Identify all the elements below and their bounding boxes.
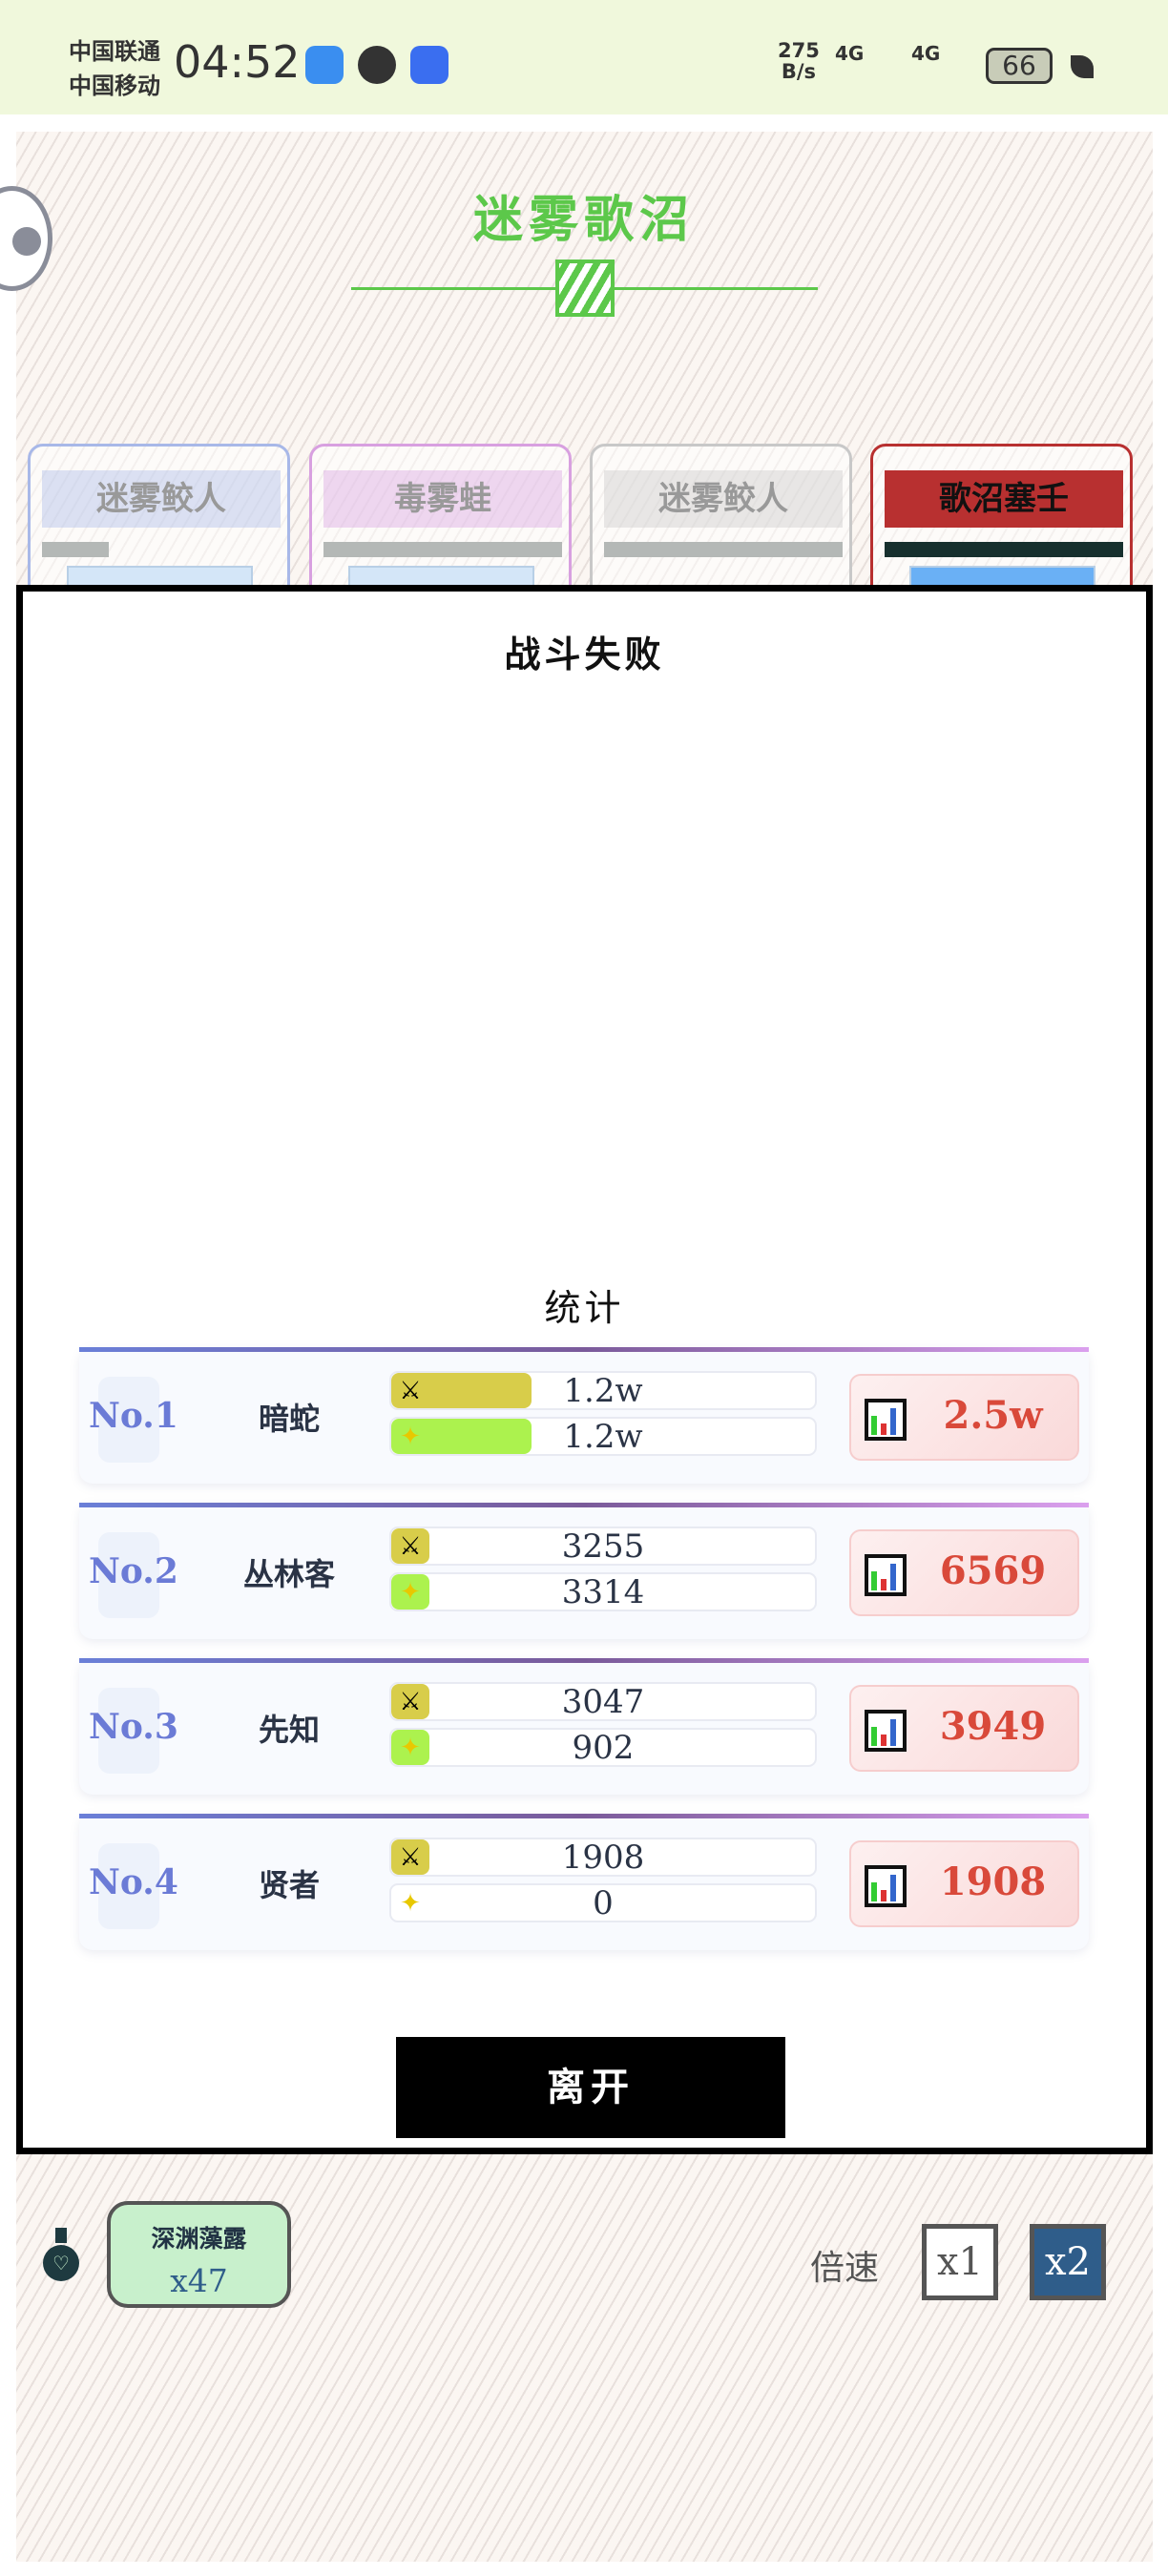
damage-bar: ⚔ 1.2w (389, 1371, 817, 1410)
crossed-swords-icon: ⚔ (399, 1843, 422, 1872)
heal-bar: ✦ 902 (389, 1728, 817, 1767)
damage-bar: ⚔ 1908 (389, 1838, 817, 1877)
net-speed-value: 275 (778, 39, 820, 62)
heal-value: 902 (572, 1729, 635, 1767)
status-bar: 中国联通 中国移动 04:52 275 B/s 4G 4G 66 (0, 0, 1168, 114)
speed-x1-button[interactable]: x1 (922, 2224, 998, 2300)
speed-x2-button[interactable]: x2 (1030, 2224, 1106, 2300)
total-box[interactable]: 6569 (849, 1529, 1079, 1616)
total-box[interactable]: 3949 (849, 1685, 1079, 1772)
enemy-hp-bar (885, 542, 1123, 557)
clock: 04:52 (174, 36, 301, 88)
signal-2-icon: 4G (911, 42, 941, 65)
bar-chart-icon (865, 1399, 907, 1441)
rank-text: No.3 (89, 1707, 178, 1747)
fill (391, 1730, 429, 1765)
speed-label: 倍速 (810, 2249, 880, 2288)
rank-text: No.1 (89, 1396, 178, 1436)
fill (391, 1528, 429, 1564)
hero-name: 先知 (258, 1712, 320, 1748)
dialog-title: 战斗失败 (504, 633, 665, 675)
bar-chart-icon (865, 1554, 907, 1596)
total-box[interactable]: 2.5w (849, 1374, 1079, 1461)
total-value: 3949 (939, 1704, 1047, 1749)
item-slot[interactable]: 深渊藻露 x47 (107, 2201, 291, 2308)
crossed-swords-icon: ⚔ (399, 1532, 422, 1561)
stage-title: 迷雾歌沼 (472, 191, 695, 249)
crossed-swords-icon: ⚔ (399, 1377, 422, 1405)
enemy-hp-bar (323, 542, 562, 557)
rank-text: No.2 (89, 1551, 178, 1591)
item-count: x47 (170, 2262, 228, 2299)
stats-title: 统计 (544, 1287, 625, 1329)
total-value: 1908 (939, 1859, 1047, 1904)
damage-bar: ⚔ 3047 (389, 1682, 817, 1721)
rank-badge: No.4 (89, 1843, 178, 1929)
enemy-name: 歌沼塞壬 (885, 470, 1123, 528)
crossed-swords-icon: ⚔ (399, 1688, 422, 1716)
total-box[interactable]: 1908 (849, 1840, 1079, 1927)
hero-name: 丛林客 (242, 1556, 335, 1592)
signal-1-icon: 4G (835, 42, 865, 65)
total-value: 2.5w (943, 1393, 1043, 1438)
heal-value: 3314 (561, 1573, 645, 1611)
heal-value: 0 (593, 1884, 614, 1922)
enemy-hp-bar (604, 542, 843, 557)
net-speed: 275 B/s (778, 40, 820, 82)
total-value: 6569 (939, 1548, 1047, 1593)
title-emblem-icon (555, 260, 615, 317)
fill (391, 1373, 532, 1408)
damage-bar: ⚔ 3255 (389, 1527, 817, 1566)
fill (391, 1574, 429, 1610)
fill (391, 1839, 429, 1875)
bar-chart-icon (865, 1710, 907, 1752)
leave-button[interactable]: 离开 (396, 2037, 785, 2138)
sparkle-icon: ✦ (400, 1578, 421, 1607)
hero-name: 贤者 (258, 1867, 320, 1903)
hero-name: 暗蛇 (258, 1401, 320, 1437)
damage-value: 3047 (561, 1683, 645, 1721)
carrier-1: 中国联通 (69, 38, 160, 65)
enemy-hp-bar (42, 542, 109, 557)
net-speed-unit: B/s (781, 60, 817, 83)
enemy-name: 毒雾蛙 (323, 470, 562, 528)
fill (391, 1684, 429, 1719)
potion-icon: ♡ (43, 2228, 79, 2281)
stat-row: No.4 贤者 ⚔ 1908 ✦ 0 1908 (79, 1814, 1089, 1950)
damage-value: 1.2w (563, 1372, 643, 1410)
battery-icon: 66 (986, 48, 1053, 84)
sparkle-icon: ✦ (400, 1889, 421, 1918)
media-icon (358, 46, 396, 84)
item-name: 深渊藻露 (151, 2225, 247, 2253)
stat-row: No.2 丛林客 ⚔ 3255 ✦ 3314 6569 (79, 1503, 1089, 1639)
rank-badge: No.3 (89, 1688, 178, 1774)
message-icon (410, 46, 448, 84)
bar-chart-icon (865, 1865, 907, 1907)
fill (391, 1419, 532, 1454)
heal-bar: ✦ 1.2w (389, 1417, 817, 1456)
rank-badge: No.1 (89, 1377, 178, 1463)
heal-bar: ✦ 3314 (389, 1572, 817, 1611)
damage-value: 3255 (561, 1527, 645, 1566)
weather-icon (305, 46, 344, 84)
carrier-2: 中国移动 (69, 73, 160, 99)
enemy-name: 迷雾鲛人 (604, 470, 843, 528)
leaf-icon (1071, 55, 1094, 78)
pause-icon (12, 227, 41, 256)
heal-bar: ✦ 0 (389, 1883, 817, 1922)
sparkle-icon: ✦ (400, 1734, 421, 1762)
battle-result-dialog: 战斗失败 统计 No.1 暗蛇 ⚔ 1.2w ✦ 1.2w 2.5w No.2 丛林… (16, 585, 1153, 2154)
rank-badge: No.2 (89, 1532, 178, 1618)
sparkle-icon: ✦ (400, 1423, 421, 1451)
rank-text: No.4 (89, 1862, 178, 1902)
enemy-name: 迷雾鲛人 (42, 470, 281, 528)
damage-value: 1908 (561, 1839, 645, 1877)
stat-row: No.1 暗蛇 ⚔ 1.2w ✦ 1.2w 2.5w (79, 1347, 1089, 1484)
heal-value: 1.2w (563, 1418, 643, 1456)
stat-row: No.3 先知 ⚔ 3047 ✦ 902 3949 (79, 1658, 1089, 1795)
